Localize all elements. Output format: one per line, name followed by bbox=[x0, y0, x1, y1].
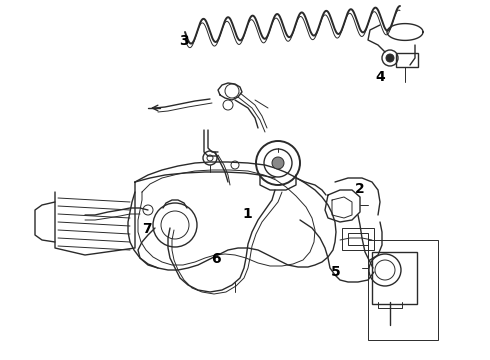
Bar bbox=[368, 240, 438, 340]
Circle shape bbox=[386, 54, 394, 62]
Circle shape bbox=[272, 157, 284, 169]
Text: 3: 3 bbox=[179, 35, 189, 48]
Text: 1: 1 bbox=[243, 207, 252, 221]
Text: 5: 5 bbox=[331, 265, 341, 279]
Bar bbox=[372, 252, 417, 304]
Text: 6: 6 bbox=[211, 252, 220, 266]
Text: 2: 2 bbox=[355, 182, 365, 196]
Bar bbox=[396, 53, 418, 67]
Text: 7: 7 bbox=[142, 222, 152, 235]
Text: 4: 4 bbox=[375, 71, 385, 84]
Bar bbox=[342, 228, 374, 250]
Bar bbox=[348, 233, 368, 245]
